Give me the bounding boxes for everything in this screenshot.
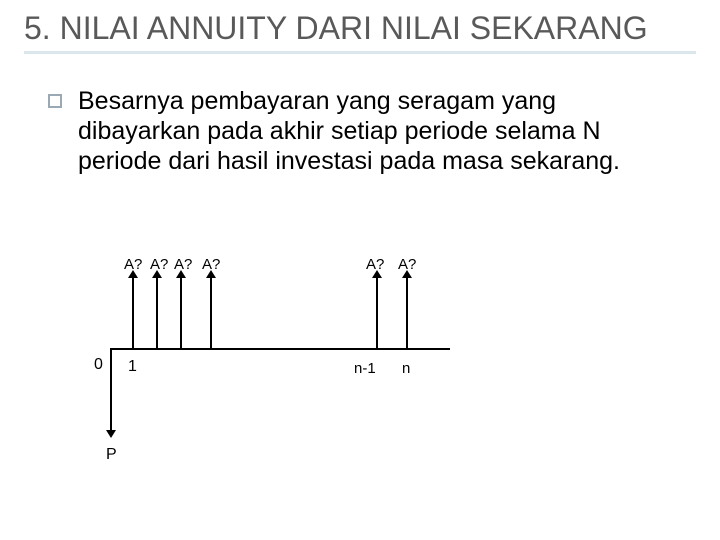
bullet-text: Besarnya pembayaran yang seragam yang di… [78,86,680,176]
annuity-diagram: A? A? A? A? A? A? 0 1 n-1 n P [80,248,520,478]
annuity-arrow [156,276,158,348]
bullet-marker [48,94,62,108]
annuity-arrow [376,276,378,348]
annuity-label: A? [366,256,384,273]
timeline-axis [110,348,450,350]
diagram-label: P [106,446,117,464]
annuity-arrow [132,276,134,348]
slide-title: 5. NILAI ANNUITY DARI NILAI SEKARANG [24,10,696,54]
diagram-label: n-1 [354,360,376,377]
present-value-arrow [110,348,112,432]
annuity-label: A? [202,256,220,273]
annuity-arrow [180,276,182,348]
bullet-item: Besarnya pembayaran yang seragam yang di… [48,86,680,176]
annuity-label: A? [150,256,168,273]
diagram-label: 0 [94,356,103,374]
annuity-label: A? [174,256,192,273]
diagram-label: 1 [128,358,137,376]
annuity-arrow [210,276,212,348]
diagram-label: n [402,360,410,377]
annuity-label: A? [124,256,142,273]
annuity-label: A? [398,256,416,273]
annuity-arrow [406,276,408,348]
